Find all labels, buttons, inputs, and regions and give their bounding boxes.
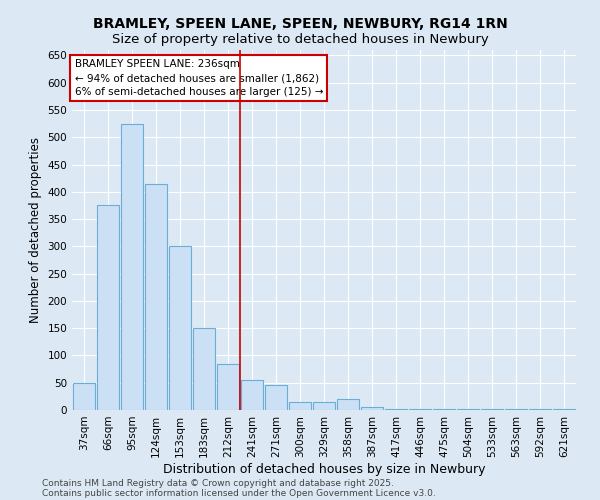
Bar xyxy=(169,246,191,410)
Bar xyxy=(361,408,383,410)
Text: BRAMLEY, SPEEN LANE, SPEEN, NEWBURY, RG14 1RN: BRAMLEY, SPEEN LANE, SPEEN, NEWBURY, RG1… xyxy=(92,18,508,32)
Bar xyxy=(433,409,455,410)
Bar xyxy=(337,399,359,410)
X-axis label: Distribution of detached houses by size in Newbury: Distribution of detached houses by size … xyxy=(163,462,485,475)
Bar xyxy=(385,409,407,410)
Bar xyxy=(409,409,431,410)
Y-axis label: Number of detached properties: Number of detached properties xyxy=(29,137,42,323)
Bar xyxy=(193,328,215,410)
Text: Size of property relative to detached houses in Newbury: Size of property relative to detached ho… xyxy=(112,32,488,46)
Bar xyxy=(313,402,335,410)
Bar xyxy=(121,124,143,410)
Bar xyxy=(265,386,287,410)
Bar xyxy=(241,380,263,410)
Bar xyxy=(145,184,167,410)
Bar xyxy=(289,402,311,410)
Text: BRAMLEY SPEEN LANE: 236sqm
← 94% of detached houses are smaller (1,862)
6% of se: BRAMLEY SPEEN LANE: 236sqm ← 94% of deta… xyxy=(74,59,323,97)
Text: Contains public sector information licensed under the Open Government Licence v3: Contains public sector information licen… xyxy=(42,488,436,498)
Bar xyxy=(97,206,119,410)
Bar xyxy=(73,382,95,410)
Text: Contains HM Land Registry data © Crown copyright and database right 2025.: Contains HM Land Registry data © Crown c… xyxy=(42,478,394,488)
Bar xyxy=(217,364,239,410)
